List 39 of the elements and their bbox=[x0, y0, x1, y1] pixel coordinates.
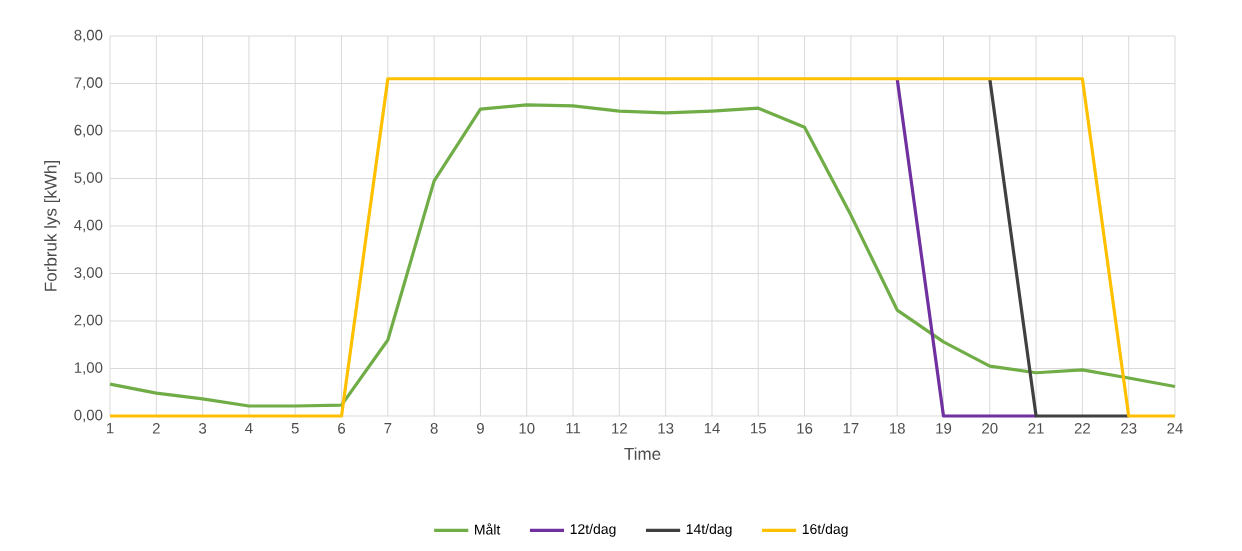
y-tick-label: 1,00 bbox=[74, 362, 103, 375]
y-tick-label: 2,00 bbox=[74, 314, 103, 328]
x-tick-label: 1 bbox=[106, 423, 114, 434]
x-tick-label: 9 bbox=[476, 423, 484, 434]
x-tick-label: 17 bbox=[843, 423, 859, 434]
x-tick-label: 23 bbox=[1121, 423, 1137, 434]
x-tick-label: 19 bbox=[936, 423, 952, 434]
x-tick-label: 3 bbox=[199, 423, 207, 434]
y-axis-title: Forbruk lys [kWh] bbox=[44, 161, 61, 291]
x-tick-label: 4 bbox=[245, 423, 253, 434]
legend-label: 14t/dag bbox=[686, 523, 732, 537]
legend-label: Målt bbox=[475, 523, 501, 535]
x-tick-label: 18 bbox=[889, 423, 905, 434]
x-tick-label: 16 bbox=[797, 423, 813, 434]
y-tick-label: 8,00 bbox=[74, 29, 103, 43]
y-tick-label: 6,00 bbox=[74, 124, 103, 138]
y-tick-label: 5,00 bbox=[74, 172, 103, 185]
x-tick-label: 7 bbox=[384, 423, 392, 434]
x-tick-label: 2 bbox=[152, 423, 160, 434]
y-tick-label: 7,00 bbox=[74, 77, 103, 90]
x-tick-label: 10 bbox=[519, 423, 535, 434]
x-tick-label: 8 bbox=[430, 423, 438, 434]
x-tick-label: 13 bbox=[658, 423, 674, 434]
x-tick-label: 5 bbox=[291, 423, 299, 434]
x-tick-label: 11 bbox=[566, 423, 581, 434]
x-tick-label: 12 bbox=[612, 423, 627, 434]
x-tick-label: 6 bbox=[338, 423, 346, 434]
legend-label: 16t/dag bbox=[802, 523, 848, 537]
x-tick-label: 20 bbox=[982, 423, 998, 434]
y-tick-label: 0,00 bbox=[74, 409, 103, 423]
x-axis-title: Time bbox=[624, 447, 661, 460]
x-tick-label: 14 bbox=[704, 423, 720, 434]
y-tick-label: 3,00 bbox=[74, 267, 103, 280]
x-tick-label: 22 bbox=[1074, 423, 1090, 434]
y-tick-label: 4,00 bbox=[74, 219, 103, 233]
x-tick-label: 24 bbox=[1167, 423, 1183, 434]
x-tick-label: 21 bbox=[1028, 423, 1044, 434]
x-tick-label: 15 bbox=[751, 423, 766, 434]
legend-label: 12t/dag bbox=[570, 523, 616, 537]
